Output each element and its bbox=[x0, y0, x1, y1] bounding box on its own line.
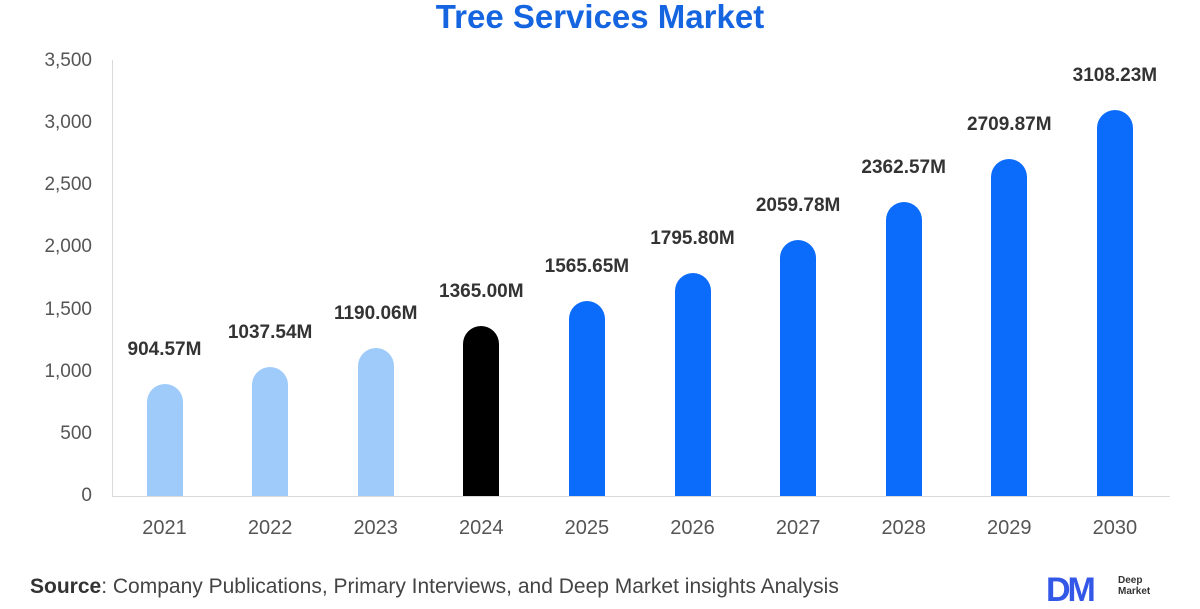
y-tick-label: 3,000 bbox=[44, 112, 92, 134]
bar-2025 bbox=[568, 301, 605, 496]
x-axis-line bbox=[112, 496, 1170, 497]
data-label: 2362.57M bbox=[861, 157, 946, 179]
bar-2024 bbox=[463, 326, 500, 496]
x-tick-label: 2027 bbox=[775, 517, 821, 539]
data-label: 3108.23M bbox=[1072, 64, 1158, 86]
x-tick-label: 2028 bbox=[881, 517, 926, 539]
data-label: 2059.78M bbox=[755, 194, 841, 216]
data-label: 904.57M bbox=[127, 338, 202, 360]
y-tick-label: 2,500 bbox=[44, 174, 92, 196]
data-label: 2709.87M bbox=[967, 114, 1052, 136]
y-axis-line bbox=[112, 60, 113, 496]
bar-2021 bbox=[146, 383, 183, 496]
y-tick-label: 2,000 bbox=[44, 236, 92, 258]
x-tick-label: 2030 bbox=[1092, 517, 1138, 539]
bar-2022 bbox=[252, 367, 289, 496]
data-label: 1565.65M bbox=[544, 256, 630, 278]
data-label: 1365.00M bbox=[439, 281, 524, 303]
data-label: 1037.54M bbox=[227, 322, 313, 344]
x-tick-label: 2025 bbox=[564, 517, 610, 539]
y-tick-label: 1,000 bbox=[44, 360, 92, 382]
bar-2027 bbox=[780, 239, 817, 496]
chart-title: Tree Services Market bbox=[435, 0, 765, 35]
logo-text: Deep Market bbox=[1118, 575, 1150, 597]
source-label: Source bbox=[30, 575, 102, 598]
x-tick-label: 2024 bbox=[459, 517, 504, 539]
x-tick-label: 2029 bbox=[987, 517, 1032, 539]
data-label: 1190.06M bbox=[333, 303, 418, 325]
source-note: Source: Company Publications, Primary In… bbox=[30, 575, 839, 599]
x-tick-label: 2021 bbox=[142, 517, 187, 539]
source-text: : Company Publications, Primary Intervie… bbox=[101, 575, 839, 598]
bar-2028 bbox=[885, 202, 922, 496]
x-tick-label: 2023 bbox=[353, 517, 398, 539]
data-label: 1795.80M bbox=[650, 227, 735, 249]
y-tick-label: 3,500 bbox=[44, 50, 92, 71]
y-tick-label: 0 bbox=[81, 485, 92, 506]
bar-2029 bbox=[991, 159, 1028, 496]
y-tick-label: 1,500 bbox=[44, 298, 92, 320]
bar-2026 bbox=[674, 272, 711, 496]
logo-line-2: Market bbox=[1118, 586, 1151, 597]
deep-market-logo: DM Deep Market bbox=[1046, 573, 1176, 607]
x-tick-label: 2026 bbox=[670, 517, 715, 539]
bar-2030 bbox=[1096, 109, 1133, 496]
bar-2023 bbox=[357, 348, 394, 496]
y-tick-label: 500 bbox=[60, 422, 92, 444]
logo-mark-icon: DM bbox=[1046, 571, 1096, 609]
x-tick-label: 2022 bbox=[247, 517, 293, 539]
logo-line-1: Deep bbox=[1118, 575, 1143, 586]
